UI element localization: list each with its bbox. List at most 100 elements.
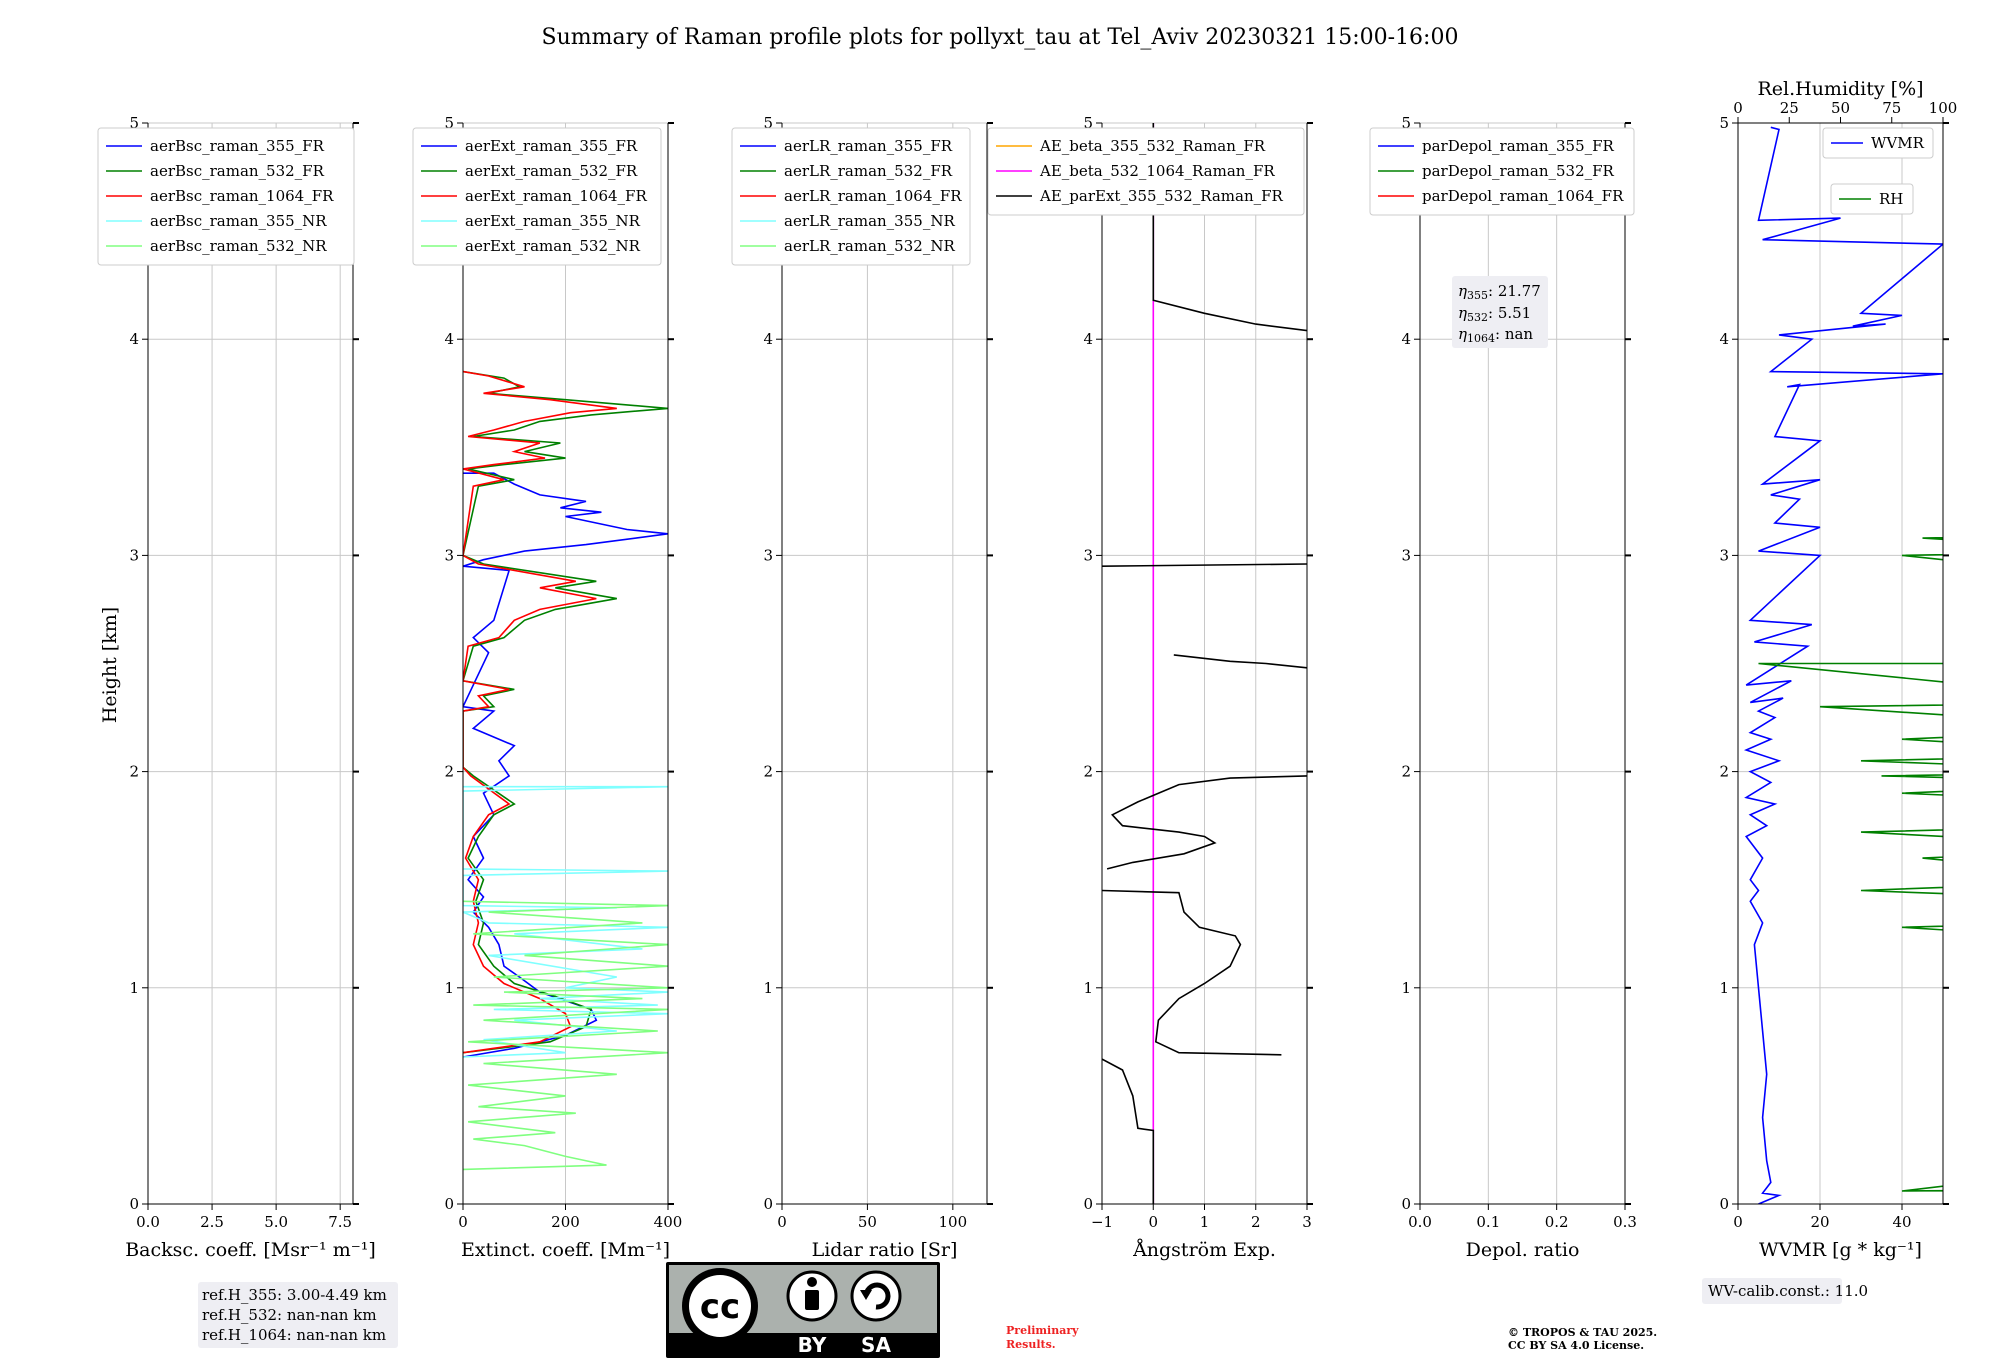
legend-label-0: parDepol_raman_355_FR xyxy=(1422,137,1615,155)
legend-label-1: aerExt_raman_532_FR xyxy=(465,162,638,180)
ytick-label-4: 4 xyxy=(129,330,139,348)
cc-by-sa-badge: cc BY SA xyxy=(666,1262,940,1358)
legend-label-3: aerExt_raman_355_NR xyxy=(465,212,641,230)
copyright-line-2: CC BY SA 4.0 License. xyxy=(1508,1339,1644,1352)
xtick-label-0: −1 xyxy=(1091,1213,1113,1231)
legend-box xyxy=(1369,127,1635,216)
x2tick-label-4: 100 xyxy=(1929,99,1958,117)
legend-label-4: aerExt_raman_532_NR xyxy=(465,237,641,255)
legend-label-0: aerBsc_raman_355_FR xyxy=(150,137,325,155)
refh-line-355: ref.H_355: 3.00-4.49 km xyxy=(202,1286,387,1304)
ytick-label-2: 2 xyxy=(1083,763,1093,781)
ytick-label-1: 1 xyxy=(1719,979,1729,997)
xtick-label-3: 0.3 xyxy=(1613,1213,1637,1231)
legend-label-2: parDepol_raman_1064_FR xyxy=(1422,187,1624,205)
ytick-label-5: 5 xyxy=(1401,114,1411,132)
xtick-label-2: 100 xyxy=(939,1213,968,1231)
xtick-label-0: 0 xyxy=(777,1213,787,1231)
cc-logo-text: cc xyxy=(700,1287,740,1327)
panel-ext: 0 1 2 3 4 5 0 200 400 Extinct. coeff. [Mm⁻¹] aerEx… xyxy=(412,114,683,1261)
ytick-label-2: 2 xyxy=(444,763,454,781)
legend-label-2: aerExt_raman_1064_FR xyxy=(465,187,647,205)
legend-label-4: aerBsc_raman_532_NR xyxy=(150,237,327,255)
legend-label-2: aerBsc_raman_1064_FR xyxy=(150,187,334,205)
legend-label-0: AE_beta_355_532_Raman_FR xyxy=(1039,137,1266,155)
legend-label-4: aerLR_raman_532_NR xyxy=(784,237,955,255)
xtick-label-0: 0.0 xyxy=(1408,1213,1432,1231)
xtick-label-2: 400 xyxy=(654,1213,683,1231)
ytick-label-5: 5 xyxy=(1719,114,1729,132)
ytick-label-0: 0 xyxy=(1401,1195,1411,1213)
x-axis-label-lr: Lidar ratio [Sr] xyxy=(812,1239,958,1261)
badge-by-label: BY xyxy=(798,1333,827,1357)
series-aerExt_raman_532_FR xyxy=(463,370,668,1054)
x2tick-label-3: 75 xyxy=(1882,99,1901,117)
x-axis-label-ae: Ångström Exp. xyxy=(1132,1239,1276,1261)
x2-axis-label: Rel.Humidity [%] xyxy=(1757,78,1923,100)
figure-title: Summary of Raman profile plots for polly… xyxy=(542,25,1459,50)
eta-532: η532: 5.51 xyxy=(1458,304,1531,324)
legend-label-0: WVMR xyxy=(1871,134,1925,152)
series-AE_parExt_355_532_Raman_FR xyxy=(1152,123,1307,332)
ytick-label-2: 2 xyxy=(763,763,773,781)
xtick-label-1: 200 xyxy=(551,1213,580,1231)
xtick-label-1: 2.5 xyxy=(200,1213,224,1231)
xtick-label-2: 1 xyxy=(1200,1213,1210,1231)
legend-box xyxy=(97,127,355,266)
ytick-label-4: 4 xyxy=(1719,330,1729,348)
ytick-label-1: 1 xyxy=(444,979,454,997)
refh-line-1064: ref.H_1064: nan-nan km xyxy=(202,1326,386,1344)
legend-label-0: aerLR_raman_355_FR xyxy=(784,137,953,155)
xtick-label-3: 7.5 xyxy=(328,1213,352,1231)
ytick-label-2: 2 xyxy=(1719,763,1729,781)
legend-label-1: parDepol_raman_532_FR xyxy=(1422,162,1615,180)
ytick-label-3: 3 xyxy=(1083,546,1093,564)
xtick-label-2: 0.2 xyxy=(1545,1213,1569,1231)
preliminary-line-2: Results. xyxy=(1006,1338,1056,1351)
legend-lr: aerLR_raman_355_FR aerLR_raman_532_FR aerL… xyxy=(731,127,971,266)
series-AE_parExt_355_532_Raman_FR_5 xyxy=(1102,889,1282,1056)
ytick-label-1: 1 xyxy=(1083,979,1093,997)
ytick-label-3: 3 xyxy=(763,546,773,564)
ytick-label-4: 4 xyxy=(444,330,454,348)
x-axis-label-wv: WVMR [g * kg⁻¹] xyxy=(1759,1239,1922,1261)
ytick-label-1: 1 xyxy=(1401,979,1411,997)
ytick-label-3: 3 xyxy=(1401,546,1411,564)
legend-label-2: AE_parExt_355_532_Raman_FR xyxy=(1039,187,1284,205)
legend-box xyxy=(731,127,971,266)
legend-depol: parDepol_raman_355_FR parDepol_raman_532_… xyxy=(1369,127,1635,216)
badge-sa-label: SA xyxy=(861,1333,891,1357)
ytick-label-0: 0 xyxy=(444,1195,454,1213)
eta-box: η355: 21.77 η532: 5.51 η1064: nan xyxy=(1452,276,1548,348)
ytick-label-3: 3 xyxy=(129,546,139,564)
legend-label-3: aerLR_raman_355_NR xyxy=(784,212,955,230)
ytick-label-0: 0 xyxy=(129,1195,139,1213)
xtick-label-0: 0.0 xyxy=(136,1213,160,1231)
series-AE_parExt_355_532_Raman_FR_4 xyxy=(1106,775,1307,870)
y-axis-label: Height [km] xyxy=(99,607,121,723)
legend-box xyxy=(987,127,1305,216)
ytick-label-0: 0 xyxy=(1719,1195,1729,1213)
legend-label-1: RH xyxy=(1879,190,1903,208)
by-attribution-icon xyxy=(786,1270,838,1322)
x2tick-label-0: 0 xyxy=(1733,99,1743,117)
xtick-label-1: 0 xyxy=(1148,1213,1158,1231)
legend-box-0 xyxy=(1822,127,1934,159)
xtick-label-0: 0 xyxy=(458,1213,468,1231)
ytick-label-5: 5 xyxy=(1083,114,1093,132)
wv-calib-box: WV-calib.const.: 11.0 xyxy=(1702,1278,1868,1304)
series-aerExt_raman_532_NR xyxy=(463,900,668,1171)
ytick-label-0: 0 xyxy=(763,1195,773,1213)
copyright-line-1: © TROPOS & TAU 2025. xyxy=(1508,1326,1657,1339)
legend-label-1: AE_beta_532_1064_Raman_FR xyxy=(1039,162,1275,180)
wv-calib-text: WV-calib.const.: 11.0 xyxy=(1708,1282,1868,1300)
eta-1064: η1064: nan xyxy=(1458,325,1533,345)
ytick-label-4: 4 xyxy=(1083,330,1093,348)
ytick-label-5: 5 xyxy=(444,114,454,132)
xtick-label-1: 0.1 xyxy=(1476,1213,1500,1231)
legend-wv: WVMR RH xyxy=(1822,127,1934,215)
x-axis-label-depol: Depol. ratio xyxy=(1466,1239,1580,1261)
